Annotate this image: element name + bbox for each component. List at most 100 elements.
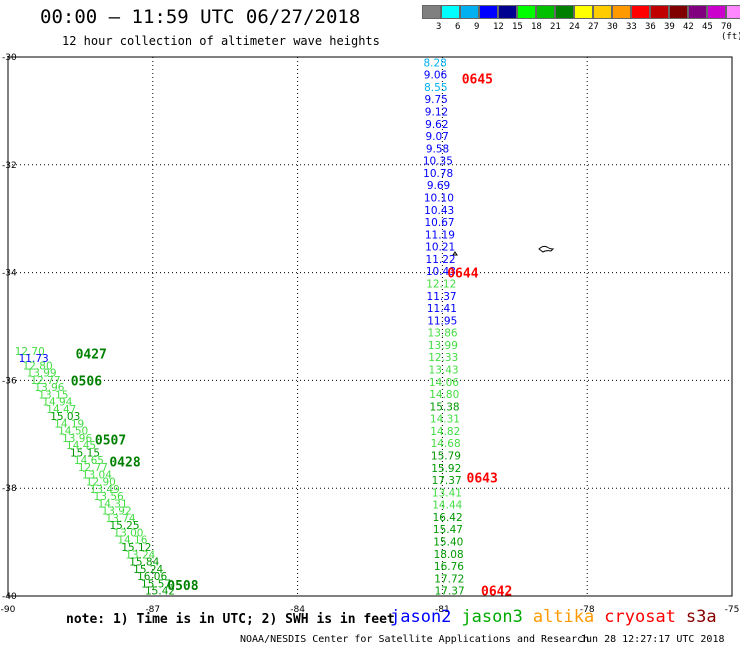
wave-height-label: 15.79 (431, 450, 461, 462)
wave-height-label: 10.67 (425, 217, 455, 229)
wave-height-label: 15.84 (129, 557, 159, 569)
legend-label: 45 (702, 22, 713, 32)
wave-height-label: 15.24 (133, 564, 163, 576)
wave-height-label: 15.47 (433, 524, 463, 536)
wave-height-label: 13.41 (432, 487, 462, 499)
footer: NOAA/NESDIS Center for Satellite Applica… (240, 634, 725, 645)
wave-height-label: 14.06 (429, 377, 459, 389)
legend-swatch (593, 5, 612, 19)
legend-swatch (574, 5, 593, 19)
x-tick-label: -87 (145, 605, 160, 615)
legend-label: 18 (531, 22, 542, 32)
wave-height-label: 12.70 (15, 346, 45, 358)
x-tick-label: -78 (580, 605, 595, 615)
wave-height-label: 15.25 (109, 520, 139, 532)
legend-label: 6 (455, 22, 461, 32)
wave-height-label: 9.07 (425, 131, 448, 143)
wave-height-label: 13.99 (27, 368, 57, 380)
wave-height-label: 17.72 (434, 573, 464, 585)
wave-height-label: 13.24 (125, 549, 155, 561)
wave-height-label: 17.37 (432, 475, 462, 487)
color-scale-legend (422, 5, 740, 19)
wave-height-label: 9.12 (425, 107, 448, 119)
legend-label: 21 (550, 22, 561, 32)
legend-swatch (498, 5, 517, 19)
legend-label: 30 (607, 22, 618, 32)
wave-height-label: 14.16 (117, 535, 147, 547)
wave-height-label: 12.90 (86, 477, 116, 489)
y-tick-label: -30 (2, 53, 17, 63)
wave-height-label: 11.41 (427, 303, 457, 315)
wave-height-label: 16.42 (433, 512, 463, 524)
wave-height-label: 13.96 (62, 433, 92, 445)
wave-height-label: 10.35 (423, 156, 453, 168)
x-tick-label: -81 (435, 605, 450, 615)
legend-swatch (688, 5, 707, 19)
legend-swatch (669, 5, 688, 19)
wave-height-label: 14.44 (432, 500, 462, 512)
wave-height-label: 14.31 (430, 414, 460, 426)
wave-height-label: 13.99 (428, 340, 458, 352)
wave-height-label: 13.00 (113, 527, 143, 539)
legend-swatch (707, 5, 726, 19)
note-text: note: 1) Time is in UTC; 2) SWH is in fe… (66, 612, 395, 627)
wave-height-label: 18.08 (434, 549, 464, 561)
wave-height-label: 15.57 (141, 578, 171, 590)
legend-swatch (460, 5, 479, 19)
legend-swatch (479, 5, 498, 19)
satellite-legend: jason2 jason3 altika cryosat s3a (390, 607, 727, 627)
legend-swatch (631, 5, 650, 19)
pass-time-label: 0507 (95, 434, 126, 449)
wave-height-label: 14.47 (46, 404, 76, 416)
legend-swatch (536, 5, 555, 19)
wave-height-label: 16.06 (137, 571, 167, 583)
wave-height-label: 13.15 (38, 389, 68, 401)
legend-label: 15 (512, 22, 523, 32)
legend-label: 42 (683, 22, 694, 32)
wave-height-label: 15.38 (430, 401, 460, 413)
wave-height-label: 13.92 (102, 506, 132, 518)
pass-time-label: 0427 (76, 347, 107, 362)
legend-label: 9 (474, 22, 480, 32)
wave-height-label: 9.75 (424, 94, 447, 106)
legend-label: 3 (436, 22, 442, 32)
x-tick-label: -75 (725, 605, 740, 615)
legend-label: 70 (ft) (721, 22, 740, 42)
pass-time-label: 0642 (481, 585, 512, 600)
legend-swatch (422, 5, 441, 19)
wave-height-label: 8.55 (424, 82, 447, 94)
wave-height-label: 15.03 (50, 411, 80, 423)
wave-height-label: 14.68 (431, 438, 461, 450)
wave-height-label: 12.33 (428, 352, 458, 364)
wave-height-label: 13.74 (106, 513, 136, 525)
wave-height-label: 15.12 (121, 542, 151, 554)
wave-height-label: 13.96 (34, 382, 64, 394)
wave-height-label: 14.45 (66, 440, 96, 452)
pass-time-label: 0643 (467, 471, 498, 486)
wave-height-label: 10.43 (424, 205, 454, 217)
pass-time-label: 0506 (71, 374, 102, 389)
wave-height-label: 14.31 (98, 498, 128, 510)
wave-height-label: 14.19 (54, 418, 84, 430)
satellite-jason3: jason3 (461, 607, 523, 627)
satellite-altika: altika (532, 607, 595, 627)
wave-height-label: 11.95 (427, 315, 457, 327)
legend-swatch (441, 5, 460, 19)
island-shape (452, 251, 458, 256)
wave-height-label: 13.56 (94, 491, 124, 503)
wave-height-label: 15.15 (70, 448, 100, 460)
wave-height-label: 15.40 (433, 536, 463, 548)
legend-swatch (650, 5, 669, 19)
legend-label: 36 (645, 22, 656, 32)
wave-height-label: 14.65 (74, 455, 104, 467)
pass-time-label: 0428 (109, 455, 140, 470)
wave-height-label: 14.82 (430, 426, 460, 438)
legend-label: 12 (493, 22, 504, 32)
wave-height-label: 13.04 (82, 469, 112, 481)
wave-height-label: 14.50 (58, 426, 88, 438)
wave-height-label: 12.77 (78, 462, 108, 474)
wave-height-label: 12.77 (30, 375, 60, 387)
wave-height-label: 11.73 (19, 353, 49, 365)
y-tick-label: -36 (2, 376, 17, 386)
